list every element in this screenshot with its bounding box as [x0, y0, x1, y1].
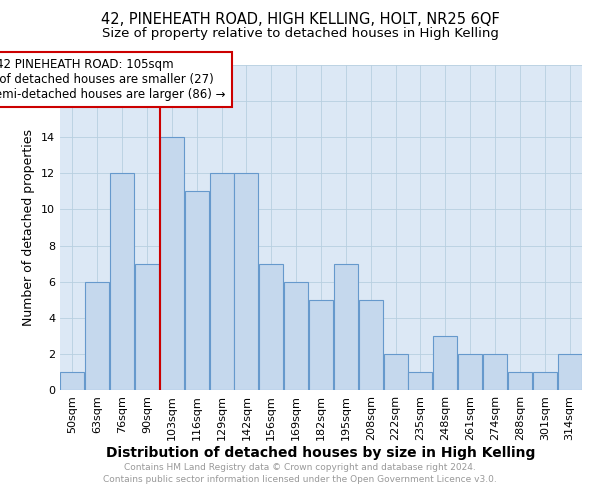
Bar [160, 137, 184, 390]
Text: Contains HM Land Registry data © Crown copyright and database right 2024.: Contains HM Land Registry data © Crown c… [124, 464, 476, 472]
Bar [135, 264, 159, 390]
Bar [483, 354, 507, 390]
Bar [533, 372, 557, 390]
Text: 42 PINEHEATH ROAD: 105sqm
← 23% of detached houses are smaller (27)
75% of semi-: 42 PINEHEATH ROAD: 105sqm ← 23% of detac… [0, 58, 226, 101]
Bar [61, 372, 85, 390]
Bar [235, 174, 259, 390]
Bar [85, 282, 109, 390]
Bar [557, 354, 581, 390]
Text: Contains public sector information licensed under the Open Government Licence v3: Contains public sector information licen… [103, 475, 497, 484]
Bar [508, 372, 532, 390]
Bar [458, 354, 482, 390]
Bar [209, 174, 233, 390]
Bar [433, 336, 457, 390]
Bar [383, 354, 407, 390]
Bar [334, 264, 358, 390]
Text: 42, PINEHEATH ROAD, HIGH KELLING, HOLT, NR25 6QF: 42, PINEHEATH ROAD, HIGH KELLING, HOLT, … [101, 12, 499, 28]
Y-axis label: Number of detached properties: Number of detached properties [22, 129, 35, 326]
Text: Size of property relative to detached houses in High Kelling: Size of property relative to detached ho… [101, 28, 499, 40]
Bar [259, 264, 283, 390]
Bar [110, 174, 134, 390]
X-axis label: Distribution of detached houses by size in High Kelling: Distribution of detached houses by size … [106, 446, 536, 460]
Bar [185, 192, 209, 390]
Bar [309, 300, 333, 390]
Bar [409, 372, 433, 390]
Bar [359, 300, 383, 390]
Bar [284, 282, 308, 390]
